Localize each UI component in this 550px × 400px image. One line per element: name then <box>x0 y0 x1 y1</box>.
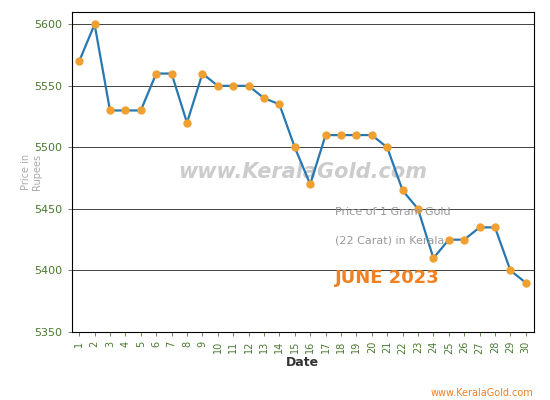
Point <box>121 107 130 114</box>
Point <box>75 58 84 64</box>
Point <box>521 280 530 286</box>
Text: Price of 1 Gram Gold: Price of 1 Gram Gold <box>335 207 450 217</box>
Point <box>383 144 392 150</box>
Point <box>506 267 515 274</box>
Y-axis label: Price in
Rupees: Price in Rupees <box>21 154 42 190</box>
Point <box>414 206 422 212</box>
Point <box>260 95 268 101</box>
Point <box>213 83 222 89</box>
X-axis label: Date: Date <box>286 356 319 369</box>
Point <box>106 107 114 114</box>
Point <box>167 70 176 77</box>
Point <box>491 224 499 230</box>
Point <box>367 132 376 138</box>
Point <box>244 83 253 89</box>
Point <box>429 255 438 261</box>
Point <box>460 236 469 243</box>
Point <box>183 120 191 126</box>
Point <box>90 21 99 28</box>
Point <box>475 224 484 230</box>
Point <box>275 101 284 108</box>
Point <box>398 187 407 194</box>
Text: JUNE 2023: JUNE 2023 <box>335 269 439 287</box>
Point <box>306 181 315 188</box>
Point <box>352 132 361 138</box>
Text: www.KeralaGold.com: www.KeralaGold.com <box>178 162 427 182</box>
Point <box>321 132 330 138</box>
Point <box>337 132 345 138</box>
Point <box>152 70 161 77</box>
Point <box>444 236 453 243</box>
Point <box>136 107 145 114</box>
Point <box>198 70 207 77</box>
Point <box>290 144 299 150</box>
Text: (22 Carat) in Kerala: (22 Carat) in Kerala <box>335 236 444 246</box>
Point <box>229 83 238 89</box>
Text: www.KeralaGold.com: www.KeralaGold.com <box>431 388 534 398</box>
